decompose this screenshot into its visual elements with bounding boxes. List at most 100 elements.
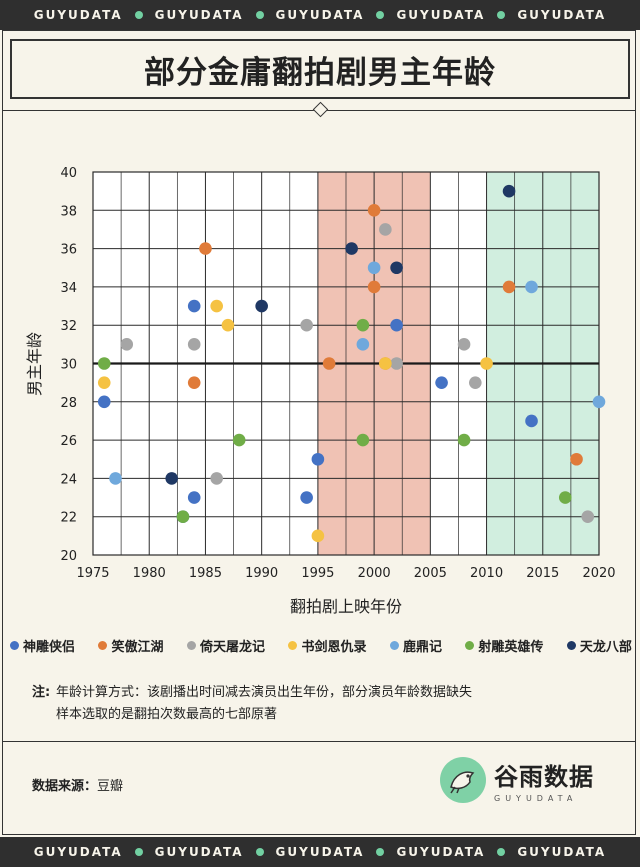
data-point (97, 395, 111, 409)
x-tick-label: 1980 (133, 566, 166, 581)
data-point (187, 491, 201, 504)
legend-dot-icon (465, 641, 475, 650)
data-point (165, 472, 179, 485)
scatter-chart: 1975 1980 1985 1990 1995 2000 2005 2010 2015 2020… (25, 166, 616, 616)
data-point (210, 472, 223, 485)
data-point (97, 376, 111, 389)
data-point (199, 242, 212, 255)
data-point (379, 357, 392, 370)
x-tick-label: 1995 (301, 566, 334, 581)
y-tick-label: 28 (60, 396, 77, 411)
x-tick-label: 2020 (582, 566, 615, 581)
data-point (255, 299, 268, 313)
data-point (97, 357, 111, 370)
legend-dot-icon (389, 641, 399, 650)
logo-name: 谷雨数据 (494, 763, 594, 791)
title-box: 部分金庸翻拍剧男主年龄 (10, 39, 630, 99)
x-tick-label: 1985 (189, 566, 222, 581)
brand-strip-item: GUYUDATA (396, 845, 517, 859)
data-point (435, 376, 448, 389)
data-point (187, 338, 201, 351)
y-axis-label: 男主年龄 (25, 332, 44, 396)
data-point (457, 338, 471, 351)
legend-item: 倚天屠龙记 (186, 636, 265, 655)
data-point (469, 376, 482, 389)
dot-icon (255, 11, 264, 19)
notes-label: 注: (32, 685, 51, 700)
brand-strip-word: GUYUDATA (275, 845, 365, 859)
data-point (232, 433, 246, 447)
notes-line-1: 年龄计算方式：该剧播出时间减去演员出生年份，部分演员年龄数据缺失 (56, 685, 473, 700)
y-tick-label: 20 (60, 549, 77, 564)
y-tick-label: 22 (60, 511, 77, 526)
dot-icon (376, 11, 385, 19)
legend-item: 鹿鼎记 (389, 636, 442, 655)
brand-strip-item: GUYUDATA (517, 845, 606, 859)
dot-icon (134, 848, 143, 856)
legend-dot-icon (566, 641, 576, 650)
legend-label: 射雕英雄传 (478, 640, 544, 655)
y-tick-label: 30 (60, 358, 77, 373)
data-point (581, 510, 595, 523)
brand-strip-word: GUYUDATA (517, 845, 607, 859)
data-point (379, 223, 392, 236)
brand-strip-word: GUYUDATA (154, 8, 244, 22)
x-tick-label: 1975 (76, 566, 109, 581)
legend-item: 天龙八部 (566, 636, 632, 655)
data-point (311, 529, 325, 543)
legend-dot-icon (10, 641, 19, 650)
brand-strip-word: GUYUDATA (33, 8, 123, 22)
y-tick-label: 36 (60, 243, 77, 258)
brand-logo: 谷雨数据 GUYUDATA (440, 757, 594, 803)
brand-strip-word: GUYUDATA (396, 845, 486, 859)
legend-dot-icon (288, 641, 298, 650)
brand-strip-item: GUYUDATA (34, 8, 155, 22)
legend-label: 书剑恩仇录 (301, 640, 367, 655)
y-tick-label: 24 (60, 472, 77, 487)
y-tick-label: 40 (60, 166, 77, 181)
brand-strip-word: GUYUDATA (396, 8, 486, 22)
x-tick-label: 1990 (245, 566, 278, 581)
data-point (390, 318, 403, 332)
brand-strip-item: GUYUDATA (34, 845, 155, 859)
data-point (300, 491, 313, 504)
data-point (176, 510, 190, 523)
x-tick-label: 2015 (526, 566, 559, 581)
data-point (356, 318, 370, 332)
data-point (187, 299, 201, 313)
legend-label: 鹿鼎记 (402, 640, 442, 655)
dot-icon (497, 848, 506, 856)
brand-strip-item: GUYUDATA (396, 8, 517, 22)
data-point (592, 395, 606, 409)
brand-strip-word: GUYUDATA (154, 845, 244, 859)
data-point (356, 433, 370, 447)
data-point (390, 261, 403, 275)
brand-strip-word: GUYUDATA (517, 8, 607, 22)
data-point (502, 280, 516, 294)
data-point (187, 376, 201, 389)
legend-label: 倚天屠龙记 (199, 640, 265, 655)
data-point (525, 280, 538, 294)
data-source: 数据来源：豆瓣 (32, 775, 123, 794)
data-point (558, 491, 572, 504)
chart-legend: 神雕侠侣 笑傲江湖 倚天屠龙记 书剑恩仇录 鹿鼎记 射雕英雄传 天龙八部 (10, 636, 632, 655)
x-tick-label: 2010 (470, 566, 503, 581)
legend-label: 神雕侠侣 (23, 640, 76, 655)
x-axis-label: 翻拍剧上映年份 (290, 597, 402, 616)
legend-label: 笑傲江湖 (111, 640, 164, 655)
brand-strip-item: GUYUDATA (155, 8, 276, 22)
brand-strip-word: GUYUDATA (275, 8, 365, 22)
data-point (390, 357, 403, 370)
data-point (300, 318, 313, 332)
brand-strip-item: GUYUDATA (276, 845, 397, 859)
data-point (525, 414, 538, 428)
data-point (480, 357, 493, 370)
notes-line-2: 样本选取的是翻拍次数最高的七部原著 (56, 707, 278, 722)
data-point (345, 242, 358, 255)
dot-icon (255, 848, 264, 856)
dot-icon (497, 11, 506, 19)
chart-title: 部分金庸翻拍剧男主年龄 (144, 54, 496, 91)
data-point (457, 433, 471, 447)
y-tick-label: 32 (60, 319, 77, 334)
